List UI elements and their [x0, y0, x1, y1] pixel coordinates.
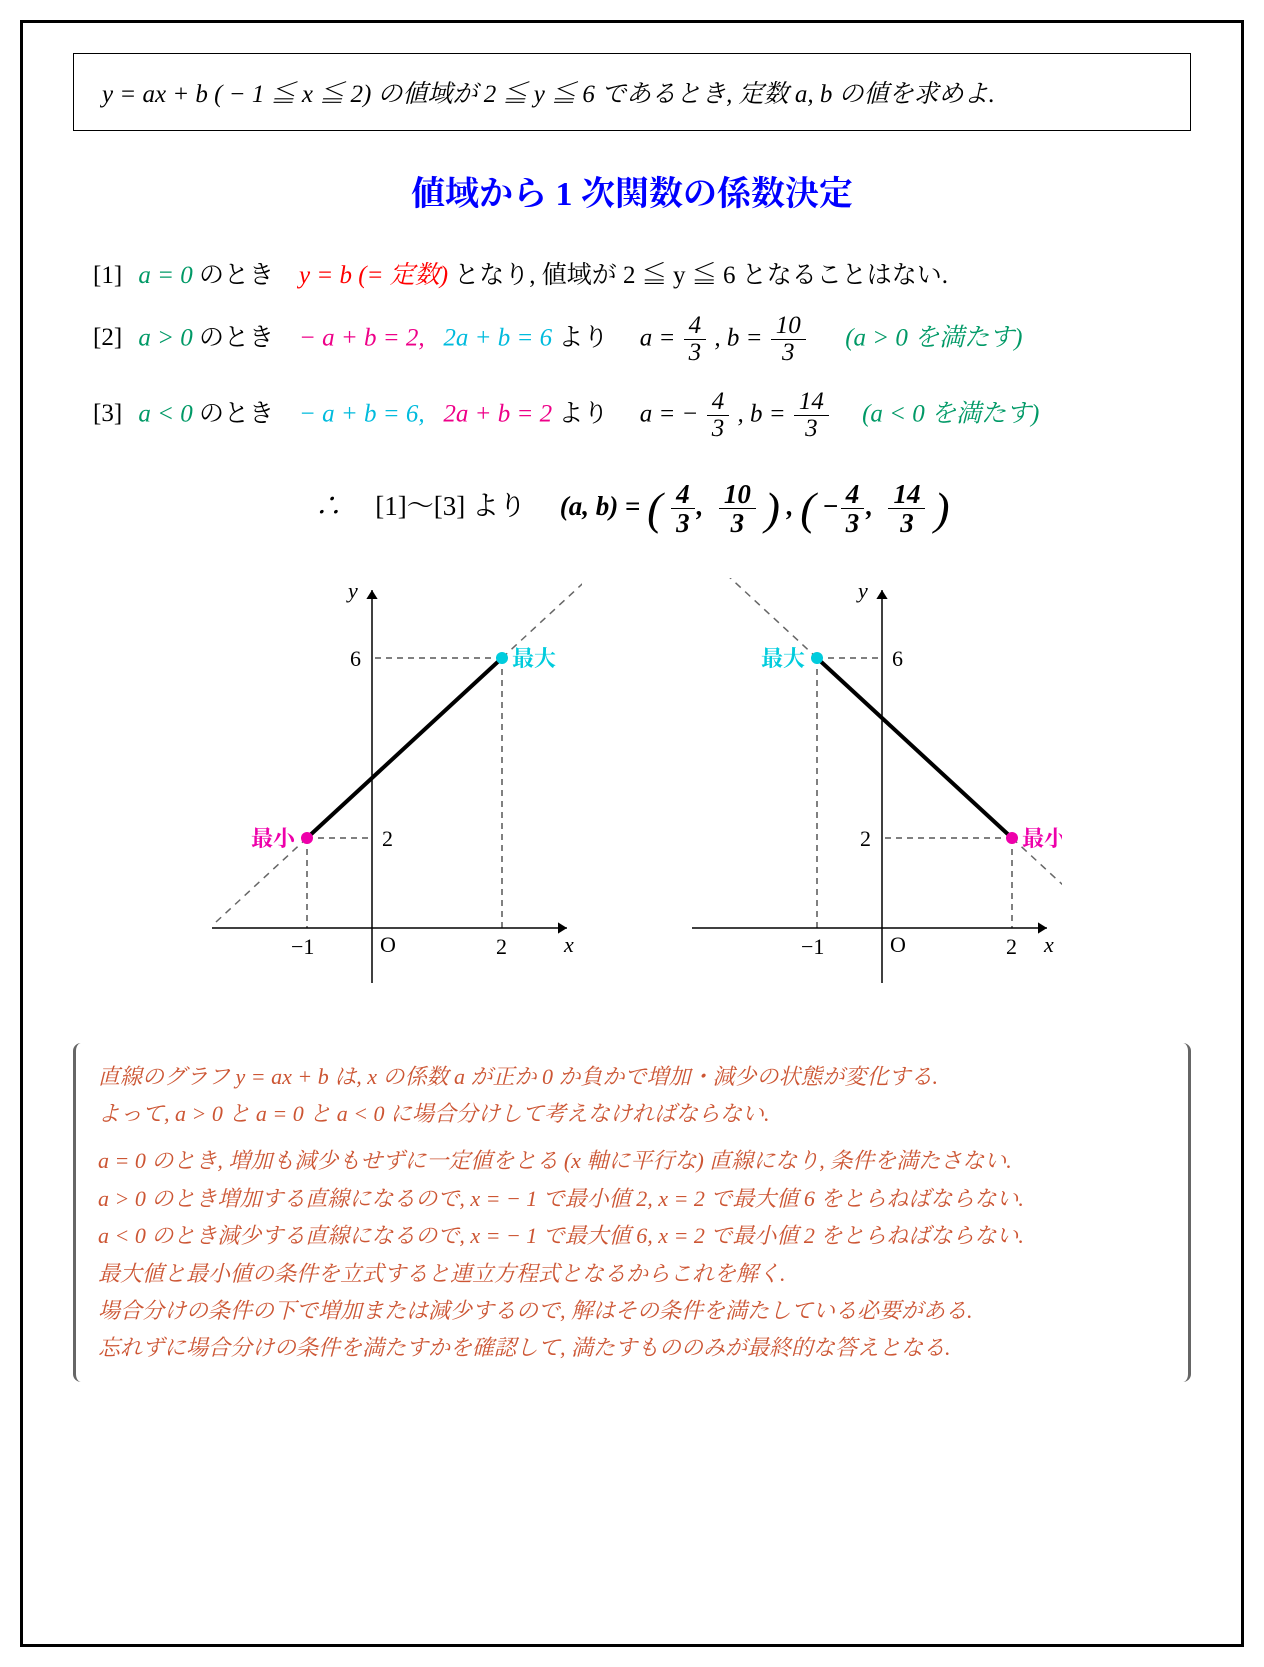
case-equation: y = b (= 定数)	[299, 262, 448, 289]
sol-a: a =	[640, 324, 676, 351]
graphs-container: y x O −1 2 2 6 最小 最大 y x O −1 2 2 6 最大最小	[73, 578, 1191, 998]
note-line: よって, a > 0 と a = 0 と a < 0 に場合分けして考えなければ…	[98, 1095, 1166, 1132]
t: のとき	[199, 262, 274, 289]
eq1: − a + b = 6,	[299, 400, 425, 427]
case-1: [1] a = 0 のとき y = b (= 定数) となり, 値域が 2 ≦ …	[93, 255, 1191, 291]
t: となり, 値域が 2 ≦ y ≦ 6 となることはない.	[454, 262, 948, 289]
case-label: [2]	[93, 324, 122, 351]
svg-text:−1: −1	[801, 934, 824, 959]
sol-b: , b =	[737, 400, 785, 427]
case-label: [3]	[93, 400, 122, 427]
case-3: [3] a < 0 のとき − a + b = 6, 2a + b = 2 より…	[93, 389, 1191, 443]
svg-text:最小: 最小	[251, 826, 297, 851]
sol-b: , b =	[714, 324, 762, 351]
conclusion: ∴ [1]〜[3] より (a, b) = ( 43, 103 ) , ( −4…	[73, 480, 1191, 538]
problem-statement: y = ax + b ( − 1 ≦ x ≦ 2) の値域が 2 ≦ y ≦ 6…	[73, 53, 1191, 131]
case-condition: a > 0	[138, 324, 192, 351]
case-label: [1]	[93, 262, 122, 289]
from: [1]〜[3] より	[375, 491, 526, 521]
frac: 43	[684, 313, 707, 367]
eq1: − a + b = 2,	[299, 324, 425, 351]
frac: 43	[707, 389, 730, 443]
problem-text: y = ax + b ( − 1 ≦ x ≦ 2) の値域が 2 ≦ y ≦ 6…	[102, 81, 995, 108]
graph-decreasing: y x O −1 2 2 6 最大最小	[682, 578, 1062, 998]
svg-text:6: 6	[892, 646, 903, 671]
frac: 43	[841, 480, 865, 538]
svg-text:y: y	[346, 578, 358, 603]
eq2: 2a + b = 2	[443, 400, 552, 427]
ab: (a, b) =	[560, 491, 641, 521]
satisfies: (a > 0 を満たす)	[845, 324, 1022, 351]
svg-text:x: x	[1043, 932, 1054, 957]
eq2: 2a + b = 6	[443, 324, 552, 351]
frac: 143	[794, 389, 829, 443]
frac: 143	[888, 480, 925, 538]
svg-text:−1: −1	[291, 934, 314, 959]
note-line: 忘れずに場合分けの条件を満たすかを確認して, 満たすもののみが最終的な答えとなる…	[98, 1329, 1166, 1366]
note-line: 最大値と最小値の条件を立式すると連立方程式となるからこれを解く.	[98, 1255, 1166, 1292]
svg-text:最小: 最小	[1022, 826, 1062, 851]
svg-text:2: 2	[496, 934, 507, 959]
t: より	[558, 400, 608, 427]
note-line: a = 0 のとき, 増加も減少もせずに一定値をとる (x 軸に平行な) 直線に…	[98, 1142, 1166, 1179]
case-2: [2] a > 0 のとき − a + b = 2, 2a + b = 6 より…	[93, 313, 1191, 367]
note-line: 直線のグラフ y = ax + b は, x の係数 a が正か 0 か負かで増…	[98, 1058, 1166, 1095]
case-condition: a < 0	[138, 400, 192, 427]
explanation-box: 直線のグラフ y = ax + b は, x の係数 a が正か 0 か負かで増…	[73, 1043, 1191, 1382]
svg-text:最大: 最大	[761, 646, 805, 671]
svg-text:x: x	[563, 932, 574, 957]
page-title: 値域から 1 次関数の係数決定	[73, 166, 1191, 215]
graph-increasing: y x O −1 2 2 6 最小 最大	[202, 578, 582, 998]
t: のとき	[199, 324, 274, 351]
svg-text:O: O	[380, 932, 396, 957]
svg-text:O: O	[890, 932, 906, 957]
case-condition: a = 0	[138, 262, 192, 289]
svg-text:2: 2	[860, 826, 871, 851]
satisfies: (a < 0 を満たす)	[862, 400, 1039, 427]
svg-text:6: 6	[350, 646, 361, 671]
frac: 103	[719, 480, 756, 538]
note-line: a > 0 のとき増加する直線になるので, x = − 1 で最小値 2, x …	[98, 1180, 1166, 1217]
frac: 43	[671, 480, 695, 538]
frac: 103	[771, 313, 806, 367]
svg-text:2: 2	[382, 826, 393, 851]
sol-a: a = −	[640, 400, 699, 427]
therefore: ∴	[314, 491, 341, 521]
svg-text:最大: 最大	[512, 646, 556, 671]
svg-text:2: 2	[1006, 934, 1017, 959]
note-line: a < 0 のとき減少する直線になるので, x = − 1 で最大値 6, x …	[98, 1217, 1166, 1254]
svg-text:y: y	[856, 578, 868, 603]
t: のとき	[199, 400, 274, 427]
note-line: 場合分けの条件の下で増加または減少するので, 解はその条件を満たしている必要があ…	[98, 1292, 1166, 1329]
t: より	[558, 324, 608, 351]
